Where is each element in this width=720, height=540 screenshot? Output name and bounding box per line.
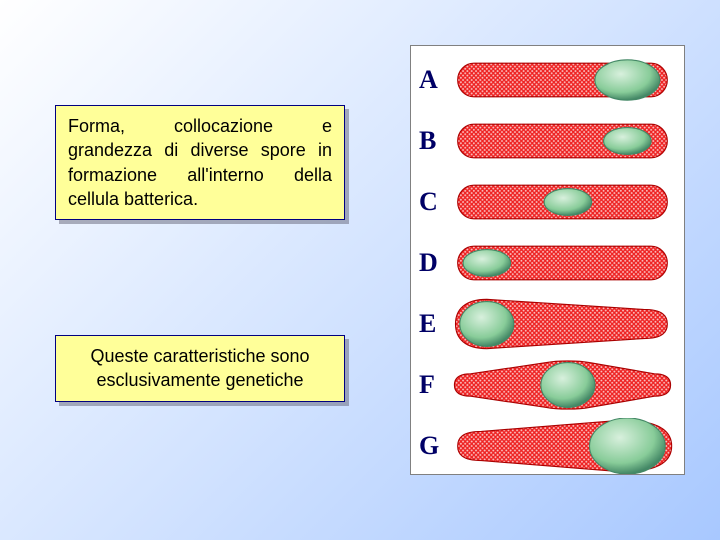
- cell-row-f: F: [419, 357, 676, 413]
- description-box: Forma, collocazione e grandezza di diver…: [55, 105, 345, 220]
- cell-row-d: D: [419, 235, 676, 291]
- cell-row-c: C: [419, 174, 676, 230]
- cell-row-e: E: [419, 296, 676, 352]
- cell-label: A: [419, 65, 443, 95]
- cell-shape-icon: [449, 418, 676, 474]
- note-box: Queste caratteristiche sono esclusivamen…: [55, 335, 345, 402]
- cell-shape-icon: [449, 113, 676, 169]
- cell-shape-icon: [449, 357, 676, 413]
- cell-label: F: [419, 370, 443, 400]
- cell-shape-icon: [449, 296, 676, 352]
- cell-shape-icon: [449, 52, 676, 108]
- cell-label: G: [419, 431, 443, 461]
- cell-label: E: [419, 309, 443, 339]
- cell-label: B: [419, 126, 443, 156]
- cell-shape-icon: [449, 235, 676, 291]
- cell-label: C: [419, 187, 443, 217]
- cell-row-a: A: [419, 52, 676, 108]
- cell-row-g: G: [419, 418, 676, 474]
- cell-label: D: [419, 248, 443, 278]
- cell-row-b: B: [419, 113, 676, 169]
- cell-shape-icon: [449, 174, 676, 230]
- spore-diagram-panel: A B C D: [410, 45, 685, 475]
